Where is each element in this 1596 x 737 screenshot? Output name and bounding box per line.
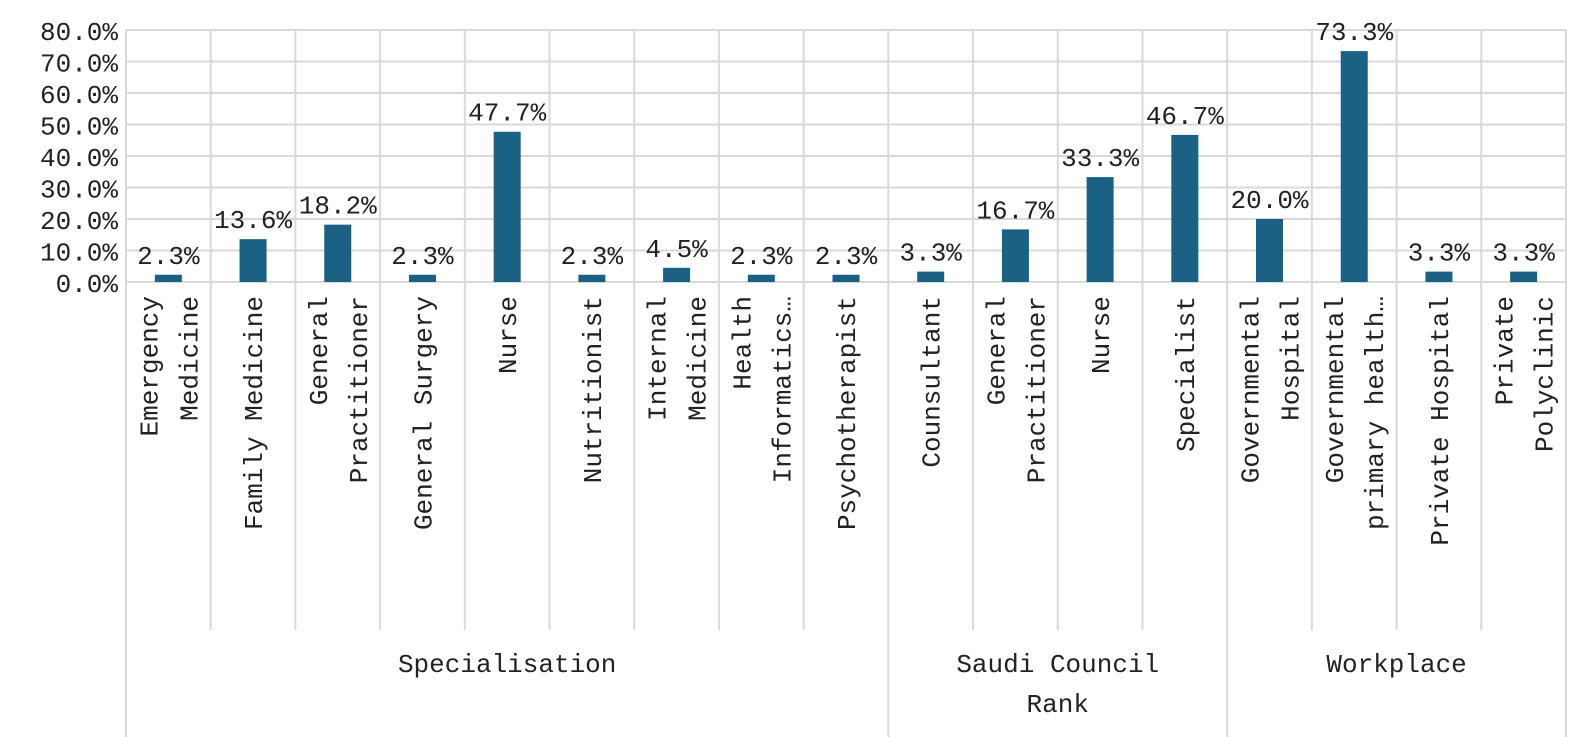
x-category-label: Governmental primary health…	[1321, 296, 1391, 530]
y-axis-tick-labels: 0.0%10.0%20.0%30.0%40.0%50.0%60.0%70.0%8…	[40, 18, 118, 300]
group-label: Workplace	[1326, 650, 1466, 680]
x-category-label: Nurse	[1087, 296, 1117, 374]
bars	[154, 51, 1538, 283]
x-category-label: Governmental Hospital	[1237, 296, 1307, 483]
data-label: 3.3%	[1492, 239, 1555, 269]
x-category-label: Nurse	[494, 296, 524, 374]
data-labels: 2.3% 13.6% 18.2% 2.3% 47.7% 2.3% 4.5% 2.3% 2.3% 3…	[137, 18, 1555, 272]
bar	[1425, 271, 1453, 282]
x-category-label: Private Polyclinic	[1491, 296, 1561, 452]
x-category-label: General Practitioner	[982, 296, 1052, 483]
data-label: 47.7%	[468, 99, 546, 129]
data-label: 2.3%	[561, 242, 624, 272]
bar	[154, 274, 182, 282]
data-label: 2.3%	[391, 242, 454, 272]
x-category-label: Specialist	[1172, 296, 1202, 452]
x-category-label: Family Medicine	[240, 296, 270, 530]
bar	[917, 271, 945, 282]
bar	[832, 274, 860, 282]
data-label: 46.7%	[1146, 102, 1224, 132]
y-tick-label: 10.0%	[40, 239, 118, 269]
data-label: 73.3%	[1315, 18, 1393, 48]
bar	[1001, 229, 1029, 282]
x-category-label: General Surgery	[409, 296, 439, 530]
data-label: 2.3%	[137, 242, 200, 272]
group-label: Specialisation	[398, 650, 616, 680]
bar	[239, 239, 267, 282]
group-label: Saudi Council Rank	[956, 650, 1159, 720]
y-tick-label: 40.0%	[40, 144, 118, 174]
bar	[1086, 177, 1114, 282]
bar	[1171, 134, 1199, 282]
bar	[1340, 51, 1368, 283]
x-axis-category-labels: Emergency Medicine Family Medicine General P…	[135, 296, 1560, 546]
x-category-label: Private Hospital	[1426, 296, 1456, 546]
data-label: 33.3%	[1061, 144, 1139, 174]
bar	[1256, 219, 1284, 282]
x-category-label: Health Informatics…	[728, 296, 798, 483]
data-label: 3.3%	[899, 239, 962, 269]
y-tick-label: 70.0%	[40, 50, 118, 80]
data-label: 2.3%	[730, 242, 793, 272]
x-category-label: Psychotherapist	[833, 296, 863, 530]
data-label: 13.6%	[214, 206, 292, 236]
y-tick-label: 30.0%	[40, 176, 118, 206]
x-category-label: Nutritionist	[579, 296, 609, 483]
bar	[324, 224, 352, 282]
y-tick-label: 0.0%	[56, 270, 119, 300]
x-axis-group-labels: Specialisation Saudi Council Rank Workplace	[398, 650, 1467, 720]
bar	[493, 131, 521, 282]
bar	[747, 274, 775, 282]
data-label: 18.2%	[299, 192, 377, 222]
data-label: 3.3%	[1408, 239, 1471, 269]
data-label: 16.7%	[976, 196, 1054, 226]
x-category-label: Counsultant	[918, 296, 948, 468]
bar	[663, 267, 691, 282]
data-label: 4.5%	[645, 235, 708, 265]
data-label: 20.0%	[1231, 186, 1309, 216]
data-label: 2.3%	[815, 242, 878, 272]
bar	[408, 274, 436, 282]
x-category-label: Emergency Medicine	[135, 296, 205, 436]
bar	[578, 274, 606, 282]
y-tick-label: 60.0%	[40, 81, 118, 111]
grid-lines	[125, 29, 1567, 737]
x-category-label: Internal Medicine	[644, 296, 714, 421]
x-category-label: General Practitioner	[305, 296, 375, 483]
bar	[1510, 271, 1538, 282]
y-tick-label: 20.0%	[40, 207, 118, 237]
y-tick-label: 50.0%	[40, 113, 118, 143]
y-tick-label: 80.0%	[40, 18, 118, 48]
